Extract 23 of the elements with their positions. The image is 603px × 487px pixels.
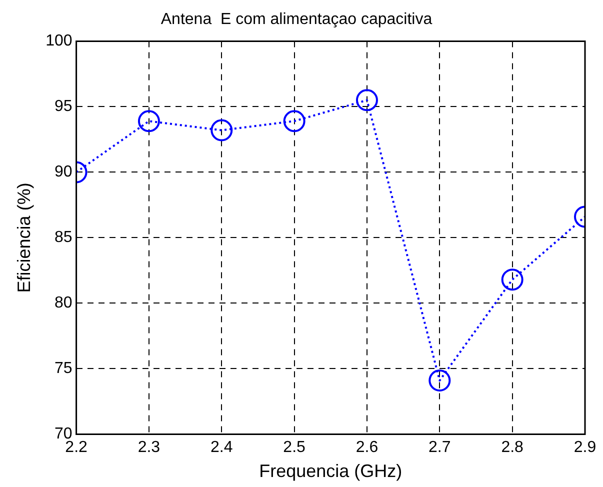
point: [138, 110, 160, 132]
x-tick-label: 2.4: [210, 439, 233, 456]
x-tick-label: 2.7: [428, 439, 451, 456]
x-axis-title: Frequencia (GHz): [259, 461, 402, 482]
point: [501, 268, 524, 291]
y-tick-label: 75: [54, 360, 72, 378]
y-tick-label: 90: [54, 164, 72, 181]
x-tick-label: 2.8: [501, 439, 524, 456]
point: [356, 89, 378, 112]
chart-title: Antena E com alimentaçao capacitiva: [160, 11, 432, 28]
x-tick-label: 2.5: [283, 439, 306, 456]
point: [283, 110, 306, 132]
point: [210, 119, 233, 142]
y-tick-label: 95: [54, 98, 72, 116]
y-tick-label: 100: [46, 32, 72, 50]
x-tick-label: 2.6: [356, 439, 378, 456]
x-tick-label: 2.2: [65, 439, 88, 456]
x-tick-label: 2.3: [138, 439, 160, 456]
y-tick-label: 80: [54, 294, 72, 312]
y-axis-title: Eficiencia (%): [14, 182, 34, 293]
point: [428, 369, 451, 392]
x-tick-label: 2.9: [574, 439, 596, 456]
y-tick-label: 85: [54, 229, 72, 246]
